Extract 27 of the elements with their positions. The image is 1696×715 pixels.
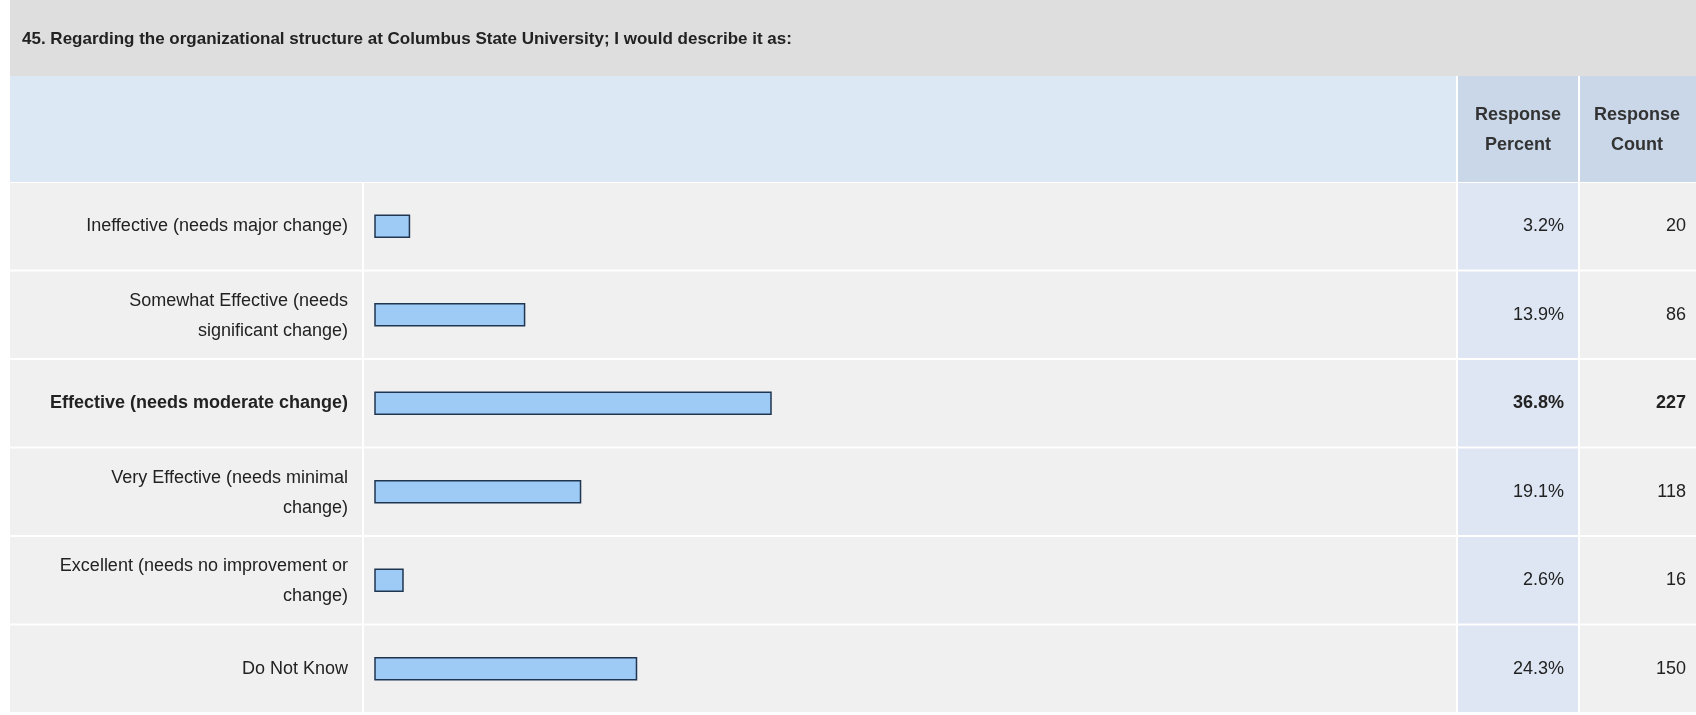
text: 20	[1665, 215, 1686, 235]
y-tick-label: Do Not Know	[241, 657, 349, 678]
data-label: 13.9%	[1512, 303, 1564, 324]
bar	[374, 214, 411, 238]
bar	[374, 391, 772, 415]
bar	[374, 657, 638, 681]
text: Response Percent	[1474, 103, 1562, 154]
data-label: 24.3%	[1512, 657, 1564, 678]
data-label: 36.8%	[1512, 392, 1564, 412]
data-label: 3.2%	[1522, 215, 1564, 235]
y-tick-label: Ineffective (needs major change)	[86, 215, 348, 235]
text: 86	[1665, 303, 1686, 324]
text: 118	[1657, 480, 1686, 501]
data-label: 2.6%	[1522, 569, 1564, 589]
y-tick-label: Somewhat Effective (needs significant change)	[129, 289, 348, 340]
y-tick-label: Excellent (needs no improvement or change)	[59, 555, 349, 605]
text: 16	[1665, 569, 1686, 589]
bar	[374, 303, 526, 327]
text: 150	[1655, 657, 1686, 678]
chart-title: 45. Regarding the organizational structure at Columbus State University; I would describe it as:	[22, 29, 792, 49]
bar	[374, 480, 582, 504]
text: 227	[1655, 392, 1686, 412]
y-tick-label: Effective (needs moderate change)	[49, 392, 348, 412]
bar	[374, 568, 404, 592]
text: Response Count	[1593, 103, 1681, 154]
data-label: 19.1%	[1512, 480, 1564, 501]
y-tick-label: Very Effective (needs minimal change)	[111, 466, 348, 517]
